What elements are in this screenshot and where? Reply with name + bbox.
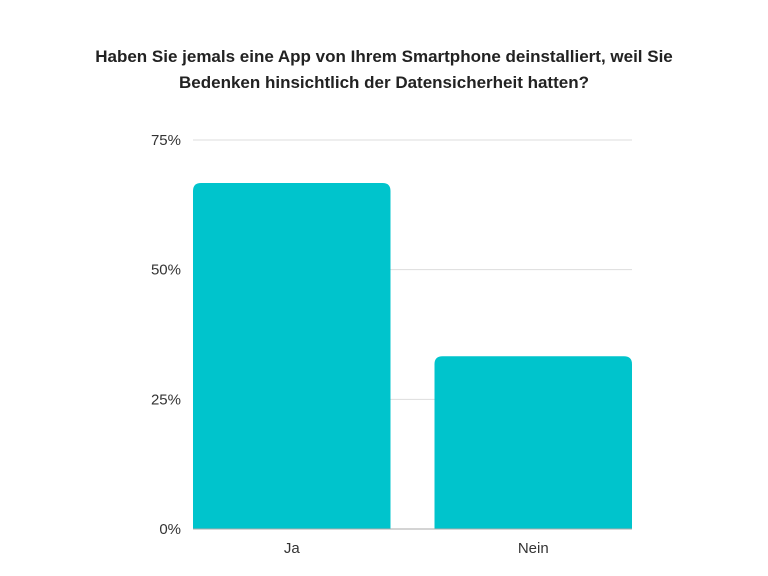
x-label-ja: Ja [284,540,301,557]
x-axis-category-labels: Ja Nein [284,540,549,557]
x-label-nein: Nein [518,540,549,557]
y-tick-label-0: 0% [159,521,181,538]
y-tick-label-75: 75% [151,132,181,149]
bar-nein [434,356,632,529]
y-axis-tick-labels: 0% 25% 50% 75% [151,132,181,538]
bar-ja [193,183,391,530]
bars [193,183,632,530]
y-tick-label-25: 25% [151,391,181,408]
chart-title: Haben Sie jemals eine App von Ihrem Smar… [0,44,768,96]
y-tick-label-50: 50% [151,262,181,279]
chart-title-line-2: Bedenken hinsichtlich der Datensicherhei… [179,73,589,92]
chart-title-line-1: Haben Sie jemals eine App von Ihrem Smar… [95,47,673,66]
